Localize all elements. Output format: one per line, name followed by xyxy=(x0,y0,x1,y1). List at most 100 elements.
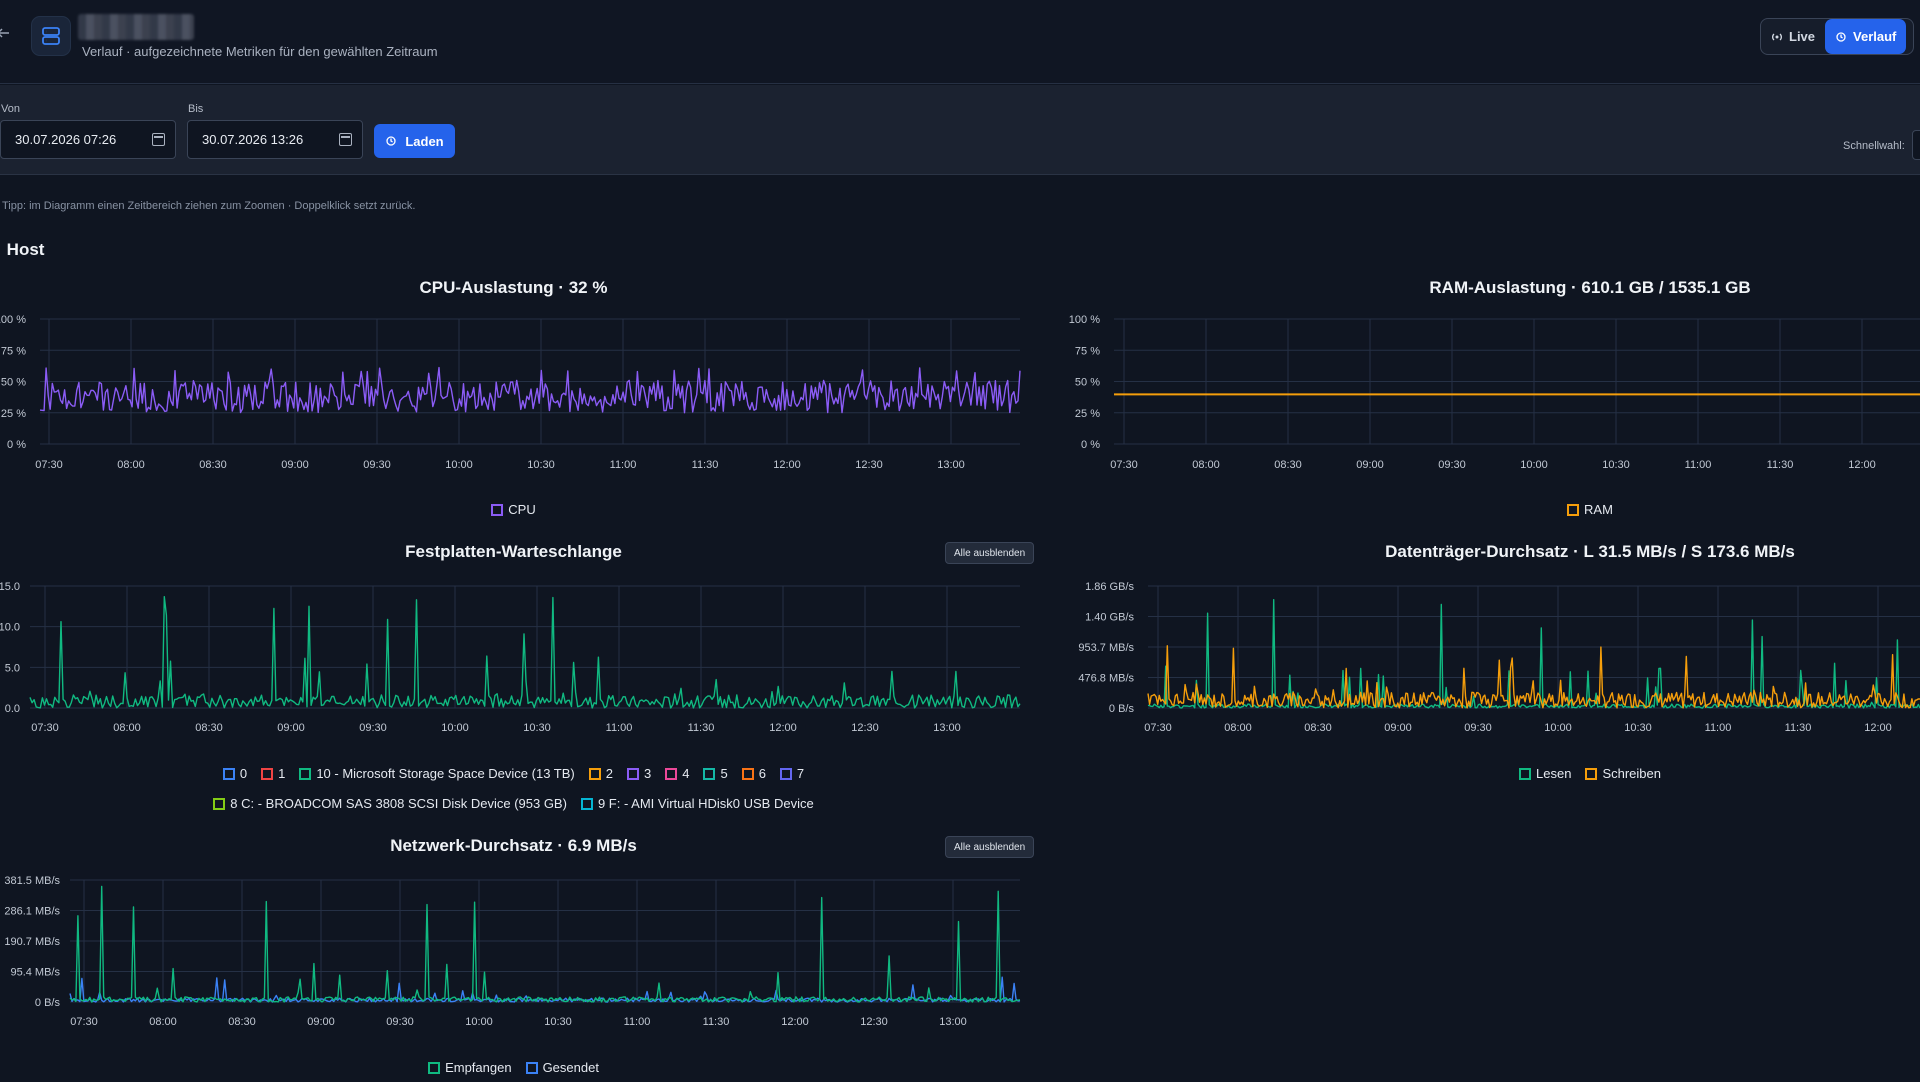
x-tick-label: 11:30 xyxy=(1785,722,1812,734)
x-tick-label: 08:30 xyxy=(1304,722,1332,734)
cpu-chart[interactable]: 0 % 25 % 50 % 75 % 100 % 07:30 08:00 08:30 09:00… xyxy=(0,305,1030,480)
disk-queue-chart[interactable]: 0.0 5.0 10.0 15.0 07:30 08:00 08:30 09:00 09:30 1… xyxy=(0,572,1030,742)
x-tick-label: 13:00 xyxy=(939,1016,967,1028)
cpu-legend: CPU xyxy=(0,502,1027,517)
x-tick-label: 08:00 xyxy=(1192,459,1220,471)
load-button[interactable]: Laden xyxy=(374,124,455,158)
ram-legend: RAM xyxy=(1060,502,1920,517)
legend-label: Lesen xyxy=(1536,766,1572,781)
legend-item[interactable]: 3 xyxy=(626,766,651,781)
legend-item[interactable]: 10 - Microsoft Storage Space Device (13 … xyxy=(299,766,575,781)
legend-swatch xyxy=(213,797,226,810)
legend-label: 8 C: - BROADCOM SAS 3808 SCSI Disk Devic… xyxy=(230,796,567,811)
x-tick-label: 09:00 xyxy=(281,459,309,471)
legend-item[interactable]: RAM xyxy=(1567,502,1613,517)
disk-queue-legend: 0 1 10 - Microsoft Storage Space Device (1… xyxy=(0,766,1027,781)
y-tick-label: 75 % xyxy=(1075,345,1100,357)
legend-swatch xyxy=(580,797,593,810)
x-tick-label: 10:00 xyxy=(445,459,473,471)
history-mode-button[interactable]: Verlauf xyxy=(1825,19,1907,54)
calendar-icon[interactable] xyxy=(339,133,352,146)
x-tick-label: 08:30 xyxy=(195,722,223,734)
x-tick-label: 07:30 xyxy=(1144,722,1172,734)
legend-item[interactable]: Empfangen xyxy=(428,1060,512,1075)
legend-item[interactable]: Lesen xyxy=(1519,766,1571,781)
x-tick-label: 10:30 xyxy=(523,722,551,734)
y-tick-label: 50 % xyxy=(1075,377,1100,389)
legend-item[interactable]: 0 xyxy=(222,766,247,781)
legend-label: 10 - Microsoft Storage Space Device (13 … xyxy=(316,766,575,781)
x-tick-label: 11:30 xyxy=(688,722,715,734)
live-mode-button[interactable]: Live xyxy=(1761,19,1825,54)
legend-swatch xyxy=(1585,767,1598,780)
page-header: Verlauf · aufgezeichnete Metriken für de… xyxy=(0,0,1920,84)
x-tick-label: 08:30 xyxy=(199,459,227,471)
y-tick-label: 476.8 MB/s xyxy=(1078,673,1134,685)
x-tick-label: 08:00 xyxy=(117,459,145,471)
y-tick-label: 953.7 MB/s xyxy=(1078,642,1134,654)
legend-swatch xyxy=(299,767,312,780)
disk-throughput-chart[interactable]: 0 B/s 476.8 MB/s 953.7 MB/s 1.40 GB/s 1.86 G… xyxy=(1060,572,1920,742)
x-tick-label: 10:00 xyxy=(465,1016,493,1028)
x-tick-label: 12:30 xyxy=(855,459,883,471)
y-tick-label: 0.0 xyxy=(5,703,20,715)
ram-chart[interactable]: 0 % 25 % 50 % 75 % 100 % 07:30 08:00 08:30 09:00… xyxy=(1060,305,1920,480)
series-line xyxy=(69,885,1021,1003)
x-tick-label: 11:30 xyxy=(703,1016,730,1028)
legend-item[interactable]: 1 xyxy=(261,766,285,781)
legend-swatch xyxy=(779,767,792,780)
network-hide-all-button[interactable]: Alle ausblenden xyxy=(945,836,1035,858)
legend-swatch xyxy=(428,1061,441,1074)
from-date-input[interactable]: 30.07.2026 07:26 xyxy=(0,120,176,159)
x-tick-label: 12:00 xyxy=(773,459,801,471)
legend-swatch xyxy=(525,1061,538,1074)
x-tick-label: 12:00 xyxy=(769,722,797,734)
x-tick-label: 08:00 xyxy=(149,1016,177,1028)
disk-queue-legend-row2: 8 C: - BROADCOM SAS 3808 SCSI Disk Devic… xyxy=(0,796,1027,811)
legend-label: 7 xyxy=(796,766,805,781)
y-tick-label: 100 % xyxy=(1069,314,1100,326)
x-tick-label: 11:30 xyxy=(1767,459,1794,471)
legend-swatch xyxy=(741,767,754,780)
legend-item[interactable]: 9 F: - AMI Virtual HDisk0 USB Device xyxy=(580,796,814,811)
y-tick-label: 286.1 MB/s xyxy=(4,906,60,918)
legend-item[interactable]: 4 xyxy=(665,766,689,781)
legend-item[interactable]: Gesendet xyxy=(525,1060,599,1075)
y-tick-label: 5.0 xyxy=(5,662,20,674)
live-mode-label: Live xyxy=(1789,29,1816,44)
legend-item[interactable]: 7 xyxy=(779,766,805,781)
y-tick-label: 15.0 xyxy=(0,581,20,593)
legend-item[interactable]: CPU xyxy=(491,502,536,517)
x-tick-label: 12:30 xyxy=(860,1016,888,1028)
x-tick-label: 12:00 xyxy=(781,1016,809,1028)
legend-item[interactable]: 2 xyxy=(588,766,613,781)
legend-label: CPU xyxy=(508,502,536,517)
legend-item[interactable]: 5 xyxy=(703,766,728,781)
network-chart[interactable]: 0 B/s 95.4 MB/s 190.7 MB/s 286.1 MB/s 381.5 … xyxy=(0,866,1030,1036)
legend-item[interactable]: 8 C: - BROADCOM SAS 3808 SCSI Disk Devic… xyxy=(213,796,567,811)
legend-label: Schreiben xyxy=(1602,766,1661,781)
x-tick-label: 11:00 xyxy=(1685,459,1712,471)
x-tick-label: 09:00 xyxy=(1384,722,1412,734)
legend-label: 2 xyxy=(605,766,613,781)
to-date-input[interactable]: 30.07.2026 13:26 xyxy=(187,120,363,159)
chevron-icon[interactable]: ‹ xyxy=(0,242,1,258)
zoom-tip: Tipp: im Diagramm einen Zeitbereich zieh… xyxy=(2,200,416,212)
calendar-icon[interactable] xyxy=(152,133,165,146)
x-tick-label: 08:30 xyxy=(228,1016,256,1028)
legend-swatch xyxy=(626,767,639,780)
from-label: Von xyxy=(1,103,20,115)
x-tick-label: 11:30 xyxy=(692,459,719,471)
section-title-host[interactable]: ‹ Host xyxy=(0,240,44,260)
y-tick-label: 25 % xyxy=(1,408,26,420)
mode-toggle: Live Verlauf xyxy=(1760,18,1914,55)
legend-swatch xyxy=(1519,767,1532,780)
quick-select-dropdown[interactable] xyxy=(1912,130,1920,160)
legend-label: Gesendet xyxy=(542,1060,599,1075)
disk-queue-hide-all-button[interactable]: Alle ausblenden xyxy=(945,542,1035,564)
legend-swatch xyxy=(588,767,601,780)
legend-item[interactable]: Schreiben xyxy=(1585,766,1661,781)
legend-item[interactable]: 6 xyxy=(741,766,766,781)
x-tick-label: 13:00 xyxy=(937,459,965,471)
back-arrow-icon[interactable] xyxy=(0,26,12,42)
